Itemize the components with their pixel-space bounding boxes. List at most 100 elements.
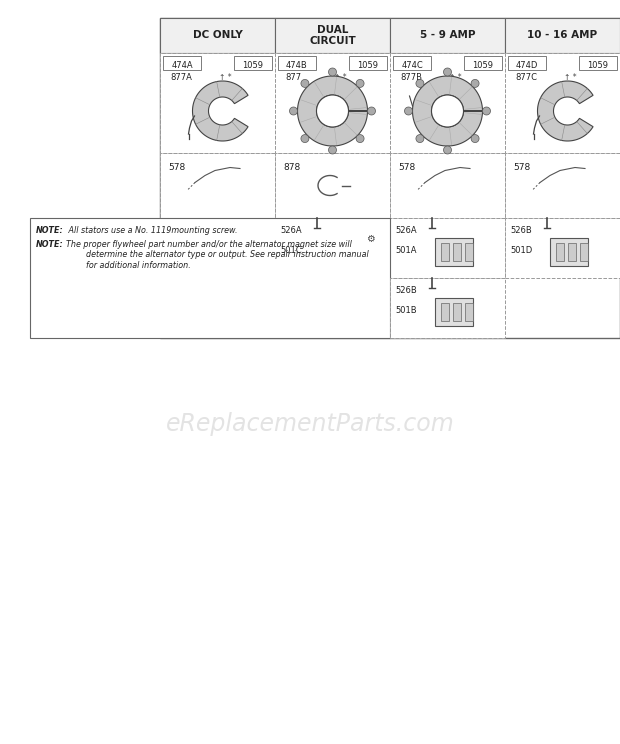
- Bar: [453, 243, 461, 261]
- Circle shape: [416, 135, 424, 143]
- Text: 526B: 526B: [510, 226, 532, 235]
- Text: 501B: 501B: [395, 306, 417, 315]
- Text: 474A: 474A: [171, 60, 193, 69]
- Circle shape: [301, 80, 309, 88]
- Text: 526A: 526A: [395, 226, 417, 235]
- Text: 578: 578: [398, 163, 415, 172]
- Bar: [349, 56, 387, 70]
- Bar: [568, 243, 576, 261]
- Bar: [160, 18, 620, 338]
- Bar: [441, 243, 449, 261]
- Bar: [580, 243, 588, 261]
- Bar: [390, 218, 505, 278]
- Text: 501A: 501A: [395, 246, 417, 255]
- Bar: [505, 153, 620, 218]
- Polygon shape: [538, 81, 593, 141]
- Bar: [390, 278, 505, 338]
- Text: ↑ *: ↑ *: [564, 73, 577, 82]
- Circle shape: [443, 146, 451, 154]
- Circle shape: [356, 80, 364, 88]
- Text: DC ONLY: DC ONLY: [193, 31, 242, 40]
- Text: 877C: 877C: [515, 73, 537, 82]
- Circle shape: [471, 80, 479, 88]
- Bar: [163, 56, 201, 70]
- Text: 474C: 474C: [401, 60, 423, 69]
- Circle shape: [416, 80, 424, 88]
- Bar: [275, 153, 390, 218]
- Text: 526B: 526B: [395, 286, 417, 295]
- Polygon shape: [192, 81, 248, 141]
- Bar: [390, 18, 505, 53]
- Bar: [234, 56, 272, 70]
- Bar: [550, 238, 588, 266]
- Text: 1059: 1059: [358, 60, 378, 69]
- Bar: [338, 243, 346, 261]
- Bar: [464, 56, 502, 70]
- Circle shape: [432, 95, 464, 127]
- Circle shape: [471, 135, 479, 143]
- Circle shape: [368, 107, 376, 115]
- Circle shape: [443, 68, 451, 76]
- Bar: [326, 243, 334, 261]
- Polygon shape: [298, 76, 368, 146]
- Text: eReplacementParts.com: eReplacementParts.com: [166, 412, 454, 436]
- Text: 877: 877: [285, 73, 301, 82]
- Bar: [505, 53, 620, 153]
- Text: NOTE:: NOTE:: [36, 226, 64, 235]
- Text: 1059: 1059: [242, 60, 264, 69]
- Bar: [465, 303, 473, 321]
- Text: 877B: 877B: [400, 73, 422, 82]
- Circle shape: [356, 135, 364, 143]
- Bar: [160, 18, 275, 53]
- Text: DUAL
CIRCUIT: DUAL CIRCUIT: [309, 25, 356, 46]
- Bar: [30, 218, 390, 338]
- Bar: [393, 56, 431, 70]
- Text: 1059: 1059: [588, 60, 608, 69]
- Circle shape: [290, 107, 298, 115]
- Bar: [453, 303, 461, 321]
- Polygon shape: [412, 76, 482, 146]
- Text: 578: 578: [513, 163, 530, 172]
- Bar: [435, 298, 473, 326]
- Text: 10 - 16 AMP: 10 - 16 AMP: [528, 31, 598, 40]
- Text: All stators use a No. 1119mounting screw.: All stators use a No. 1119mounting screw…: [66, 226, 237, 235]
- Circle shape: [404, 107, 412, 115]
- Bar: [435, 238, 473, 266]
- Bar: [508, 56, 546, 70]
- Bar: [465, 243, 473, 261]
- Text: 474D: 474D: [516, 60, 538, 69]
- Bar: [160, 153, 275, 218]
- Text: 878: 878: [283, 163, 300, 172]
- Bar: [390, 153, 505, 218]
- Bar: [556, 243, 564, 261]
- Bar: [278, 56, 316, 70]
- Bar: [275, 218, 390, 278]
- Text: 877A: 877A: [170, 73, 192, 82]
- Bar: [390, 53, 505, 153]
- Text: NOTE:: NOTE:: [36, 240, 64, 249]
- Bar: [505, 218, 620, 278]
- Bar: [275, 53, 390, 153]
- Circle shape: [301, 135, 309, 143]
- Text: The proper flywheel part number and/or the alternator magnet size will
        d: The proper flywheel part number and/or t…: [66, 240, 369, 270]
- Text: ⚙: ⚙: [366, 234, 374, 244]
- Bar: [320, 238, 358, 266]
- Text: ↑ *: ↑ *: [334, 73, 347, 82]
- Circle shape: [482, 107, 490, 115]
- Circle shape: [316, 95, 348, 127]
- Text: ↑ *: ↑ *: [219, 73, 232, 82]
- Text: 578: 578: [168, 163, 185, 172]
- Bar: [579, 56, 617, 70]
- Circle shape: [329, 68, 337, 76]
- Bar: [505, 18, 620, 53]
- Text: 501C: 501C: [280, 246, 301, 255]
- Text: 501D: 501D: [510, 246, 532, 255]
- Text: ↑ *: ↑ *: [449, 73, 462, 82]
- Text: 474B: 474B: [286, 60, 308, 69]
- Text: 526A: 526A: [280, 226, 301, 235]
- Text: 1059: 1059: [472, 60, 494, 69]
- Bar: [441, 303, 449, 321]
- Bar: [350, 243, 358, 261]
- Text: 5 - 9 AMP: 5 - 9 AMP: [420, 31, 476, 40]
- Bar: [160, 53, 275, 153]
